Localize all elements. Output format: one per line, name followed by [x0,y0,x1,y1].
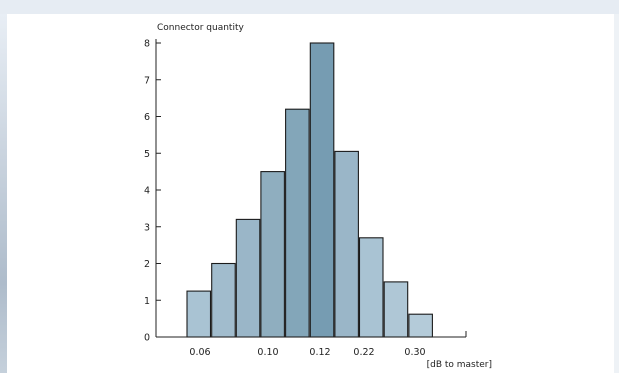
frame-left-edge [0,14,7,373]
bar-7 [358,237,384,338]
y-tick-label-0: 0 [144,333,150,344]
y-ticks-group: 0 1 2 3 4 5 6 7 8 [144,39,161,344]
y-tick-label-1: 1 [144,296,150,307]
y-tick-label-2: 2 [144,259,150,270]
bar-6 [334,150,359,338]
y-axis-label: Connector quantity [157,23,244,33]
bar-1 [211,262,236,338]
bars-group [186,42,433,338]
x-tick-label-4: 0.30 [404,347,425,358]
x-tick-label-3: 0.22 [353,347,374,358]
y-tick-label-6: 6 [144,112,150,123]
axes-group [155,39,467,338]
y-tick-label-5: 5 [144,149,150,160]
bar-4 [285,108,310,338]
bar-8 [383,281,409,338]
bar-3 [260,171,285,338]
x-ticks-group: 0.06 0.10 0.12 0.22 0.30 [189,347,425,358]
frame-right-edge [614,14,619,373]
y-tick-label-7: 7 [144,75,150,86]
bar-2 [235,218,261,338]
bar-0 [186,290,212,338]
x-tick-label-2: 0.12 [309,347,330,358]
y-tick-label-8: 8 [144,39,150,50]
y-tick-label-3: 3 [144,222,150,233]
bar-5 [309,42,335,338]
x-tick-label-1: 0.10 [257,347,278,358]
y-tick-label-4: 4 [144,186,150,197]
x-tick-label-0: 0.06 [189,347,210,358]
bar-9 [408,313,433,338]
x-axis-label: [dB to master] [427,360,492,370]
